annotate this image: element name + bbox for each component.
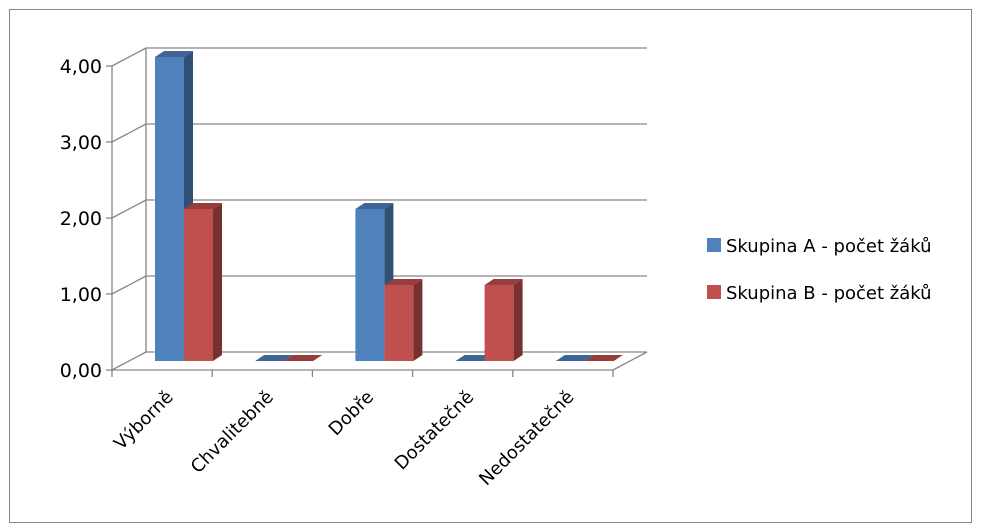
y-tick-label: 0,00 [60, 360, 102, 382]
side-wall-gridline [111, 47, 147, 67]
side-wall-gridline [111, 351, 147, 371]
y-tick-label: 3,00 [60, 132, 102, 154]
legend-swatch [707, 238, 721, 252]
bar-a-1 [255, 355, 294, 361]
legend-label: Skupina A - počet žáků [726, 236, 932, 257]
y-tick-labels: 0,00 1,00 2,00 3,00 4,00 [60, 56, 102, 382]
chart-border [9, 9, 972, 523]
legend: Skupina A - počet žáků Skupina B - počet … [707, 236, 932, 304]
side-wall-gridline [111, 275, 147, 295]
legend-swatch [707, 285, 721, 299]
bars [155, 51, 623, 361]
y-tick-label: 2,00 [60, 208, 102, 230]
side-wall-gridline [111, 123, 147, 143]
bar-b-1 [284, 355, 323, 361]
bar-b-0 [184, 203, 222, 361]
bar-a-4 [555, 355, 594, 361]
bar-b-4 [584, 355, 623, 361]
legend-label: Skupina B - počet žáků [726, 283, 932, 304]
side-wall-gridline [111, 199, 147, 219]
axes [106, 48, 648, 377]
bar-a-3 [455, 355, 494, 361]
y-tick-label: 1,00 [60, 284, 102, 306]
y-tick-label: 4,00 [60, 56, 102, 78]
bar-b-2 [384, 279, 423, 361]
bar-b-3 [484, 279, 523, 361]
floor-edge [612, 351, 648, 371]
gridlines [111, 47, 647, 371]
